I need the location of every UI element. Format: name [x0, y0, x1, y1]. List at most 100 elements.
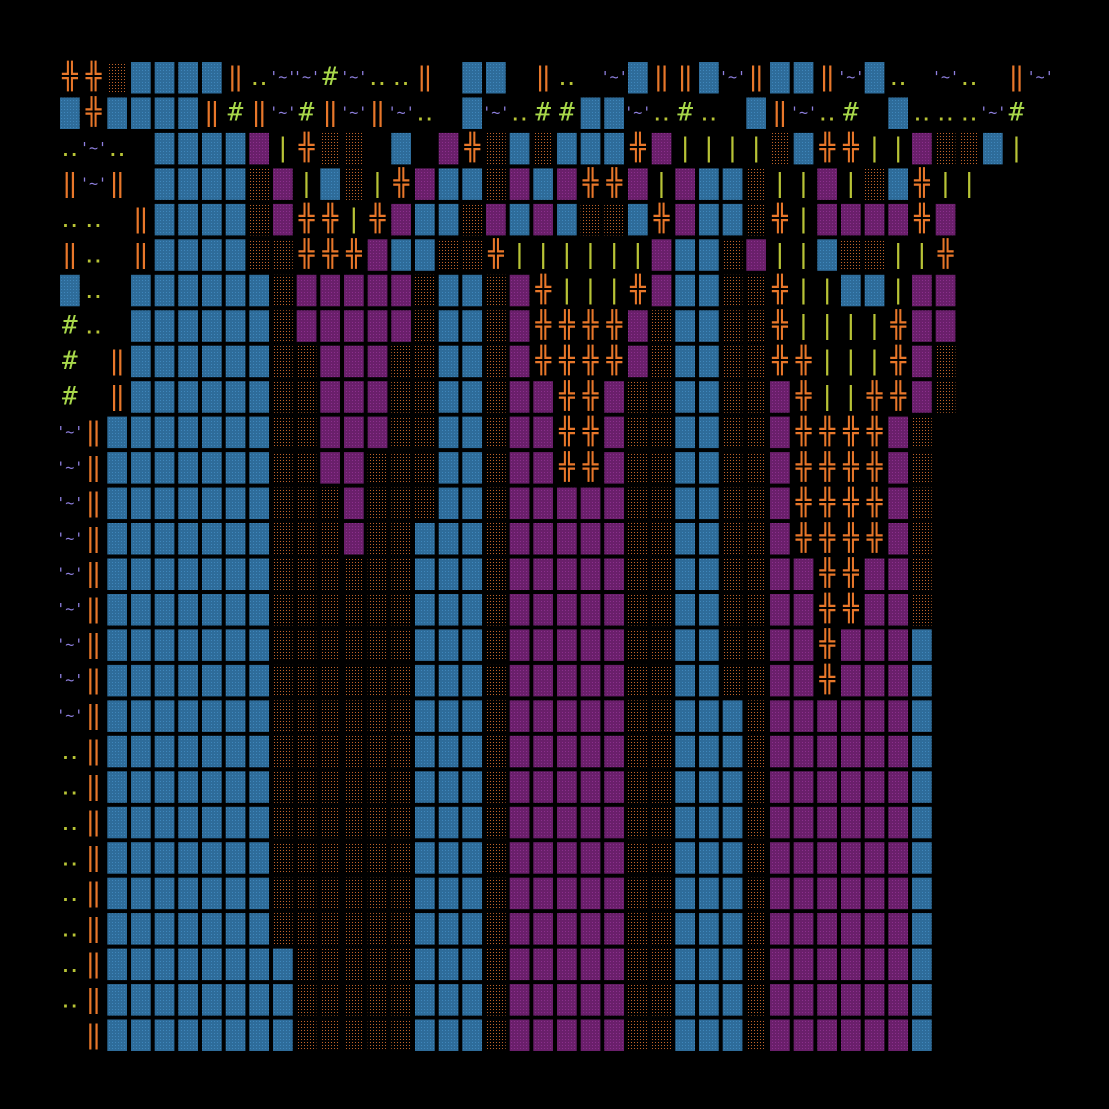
double-cross-glyph: ╬ — [913, 167, 931, 199]
purple-block — [320, 345, 340, 378]
bar-glyph: | — [654, 169, 670, 199]
blue-block — [249, 558, 269, 590]
blue-block — [415, 523, 435, 555]
bar-glyph: | — [275, 133, 291, 163]
double-cross-glyph: ╬ — [629, 131, 647, 163]
blue-block — [249, 700, 269, 732]
blue-block — [675, 806, 695, 839]
blue-block — [154, 984, 175, 1016]
brown-dotted-block — [320, 771, 340, 803]
double-bar-glyph: ‖ — [86, 736, 102, 766]
blue-block — [154, 416, 175, 449]
blue-block — [438, 771, 459, 803]
brown-dotted-block — [296, 487, 317, 520]
purple-block — [793, 842, 814, 874]
brown-dotted-block — [746, 664, 766, 697]
brown-dotted-block — [344, 168, 364, 200]
blue-block — [202, 948, 222, 981]
purple-block — [888, 913, 908, 945]
brown-dotted-block — [746, 948, 766, 981]
brown-dotted-block — [486, 416, 506, 449]
dots-glyph: ‥ — [890, 62, 907, 92]
brown-dotted-block — [628, 629, 648, 661]
purple-block — [604, 806, 624, 839]
blue-block — [202, 345, 222, 378]
brown-dotted-block — [320, 664, 340, 697]
blue-block — [154, 877, 175, 910]
brown-dotted-block — [273, 594, 293, 626]
blue-block — [675, 700, 695, 732]
hash-glyph: # — [62, 346, 78, 376]
double-cross-glyph: ╬ — [653, 202, 671, 234]
tilde-face-glyph: '~' — [932, 68, 959, 86]
double-cross-glyph: ╬ — [866, 521, 884, 553]
purple-block — [509, 594, 530, 626]
blue-block — [912, 913, 932, 945]
double-bar-glyph: ‖ — [62, 240, 78, 270]
double-bar-glyph: ‖ — [86, 559, 102, 589]
purple-block — [509, 842, 530, 874]
purple-block — [557, 487, 577, 520]
double-cross-glyph: ╬ — [818, 628, 836, 660]
purple-block — [793, 913, 814, 945]
purple-block — [864, 594, 885, 626]
purple-block — [841, 877, 861, 910]
purple-block — [604, 594, 624, 626]
brown-dotted-block — [391, 984, 411, 1016]
purple-block — [296, 274, 317, 307]
purple-block — [770, 664, 790, 697]
purple-block — [888, 948, 908, 981]
brown-dotted-block — [841, 239, 861, 271]
purple-block — [557, 664, 577, 697]
brown-dotted-block — [438, 239, 459, 271]
blue-block — [249, 735, 269, 768]
purple-block — [344, 381, 364, 413]
dots-glyph: ‥ — [61, 807, 78, 837]
tilde-face-glyph: '~' — [790, 104, 817, 122]
brown-dotted-block — [320, 487, 340, 520]
blue-block — [722, 913, 743, 945]
blue-block — [415, 948, 435, 981]
double-cross-glyph: ╬ — [605, 344, 623, 376]
brown-dotted-block — [651, 735, 672, 768]
blue-block — [438, 806, 459, 839]
brown-dotted-block — [486, 629, 506, 661]
blue-block — [131, 452, 151, 484]
double-cross-glyph: ╬ — [795, 379, 813, 411]
blue-block — [225, 523, 246, 555]
brown-dotted-block — [344, 806, 364, 839]
blue-block — [202, 487, 222, 520]
double-cross-glyph: ╬ — [558, 379, 576, 411]
blue-block — [202, 239, 222, 271]
blue-block — [154, 700, 175, 732]
bar-glyph: | — [867, 311, 883, 341]
blue-block — [699, 345, 719, 378]
blue-block — [415, 700, 435, 732]
purple-block — [533, 984, 553, 1016]
purple-block — [580, 1019, 601, 1051]
blue-block — [154, 62, 175, 94]
purple-block — [557, 700, 577, 732]
brown-dotted-block — [344, 771, 364, 803]
purple-block — [604, 1019, 624, 1051]
purple-block — [651, 132, 672, 165]
blue-block — [415, 735, 435, 768]
blue-block — [462, 381, 482, 413]
brown-dotted-block — [912, 594, 932, 626]
blue-block — [462, 664, 482, 697]
purple-block — [817, 168, 837, 200]
brown-dotted-block — [486, 984, 506, 1016]
blue-block — [438, 487, 459, 520]
purple-block — [770, 523, 790, 555]
purple-block — [509, 877, 530, 910]
purple-block — [296, 310, 317, 342]
purple-block — [770, 594, 790, 626]
brown-dotted-block — [486, 700, 506, 732]
blue-block — [107, 700, 127, 732]
tilde-face-glyph: '~' — [56, 529, 83, 547]
brown-dotted-block — [391, 1019, 411, 1051]
blue-block — [225, 310, 246, 342]
blue-block — [675, 452, 695, 484]
purple-block — [533, 594, 553, 626]
hash-glyph: # — [559, 98, 575, 128]
